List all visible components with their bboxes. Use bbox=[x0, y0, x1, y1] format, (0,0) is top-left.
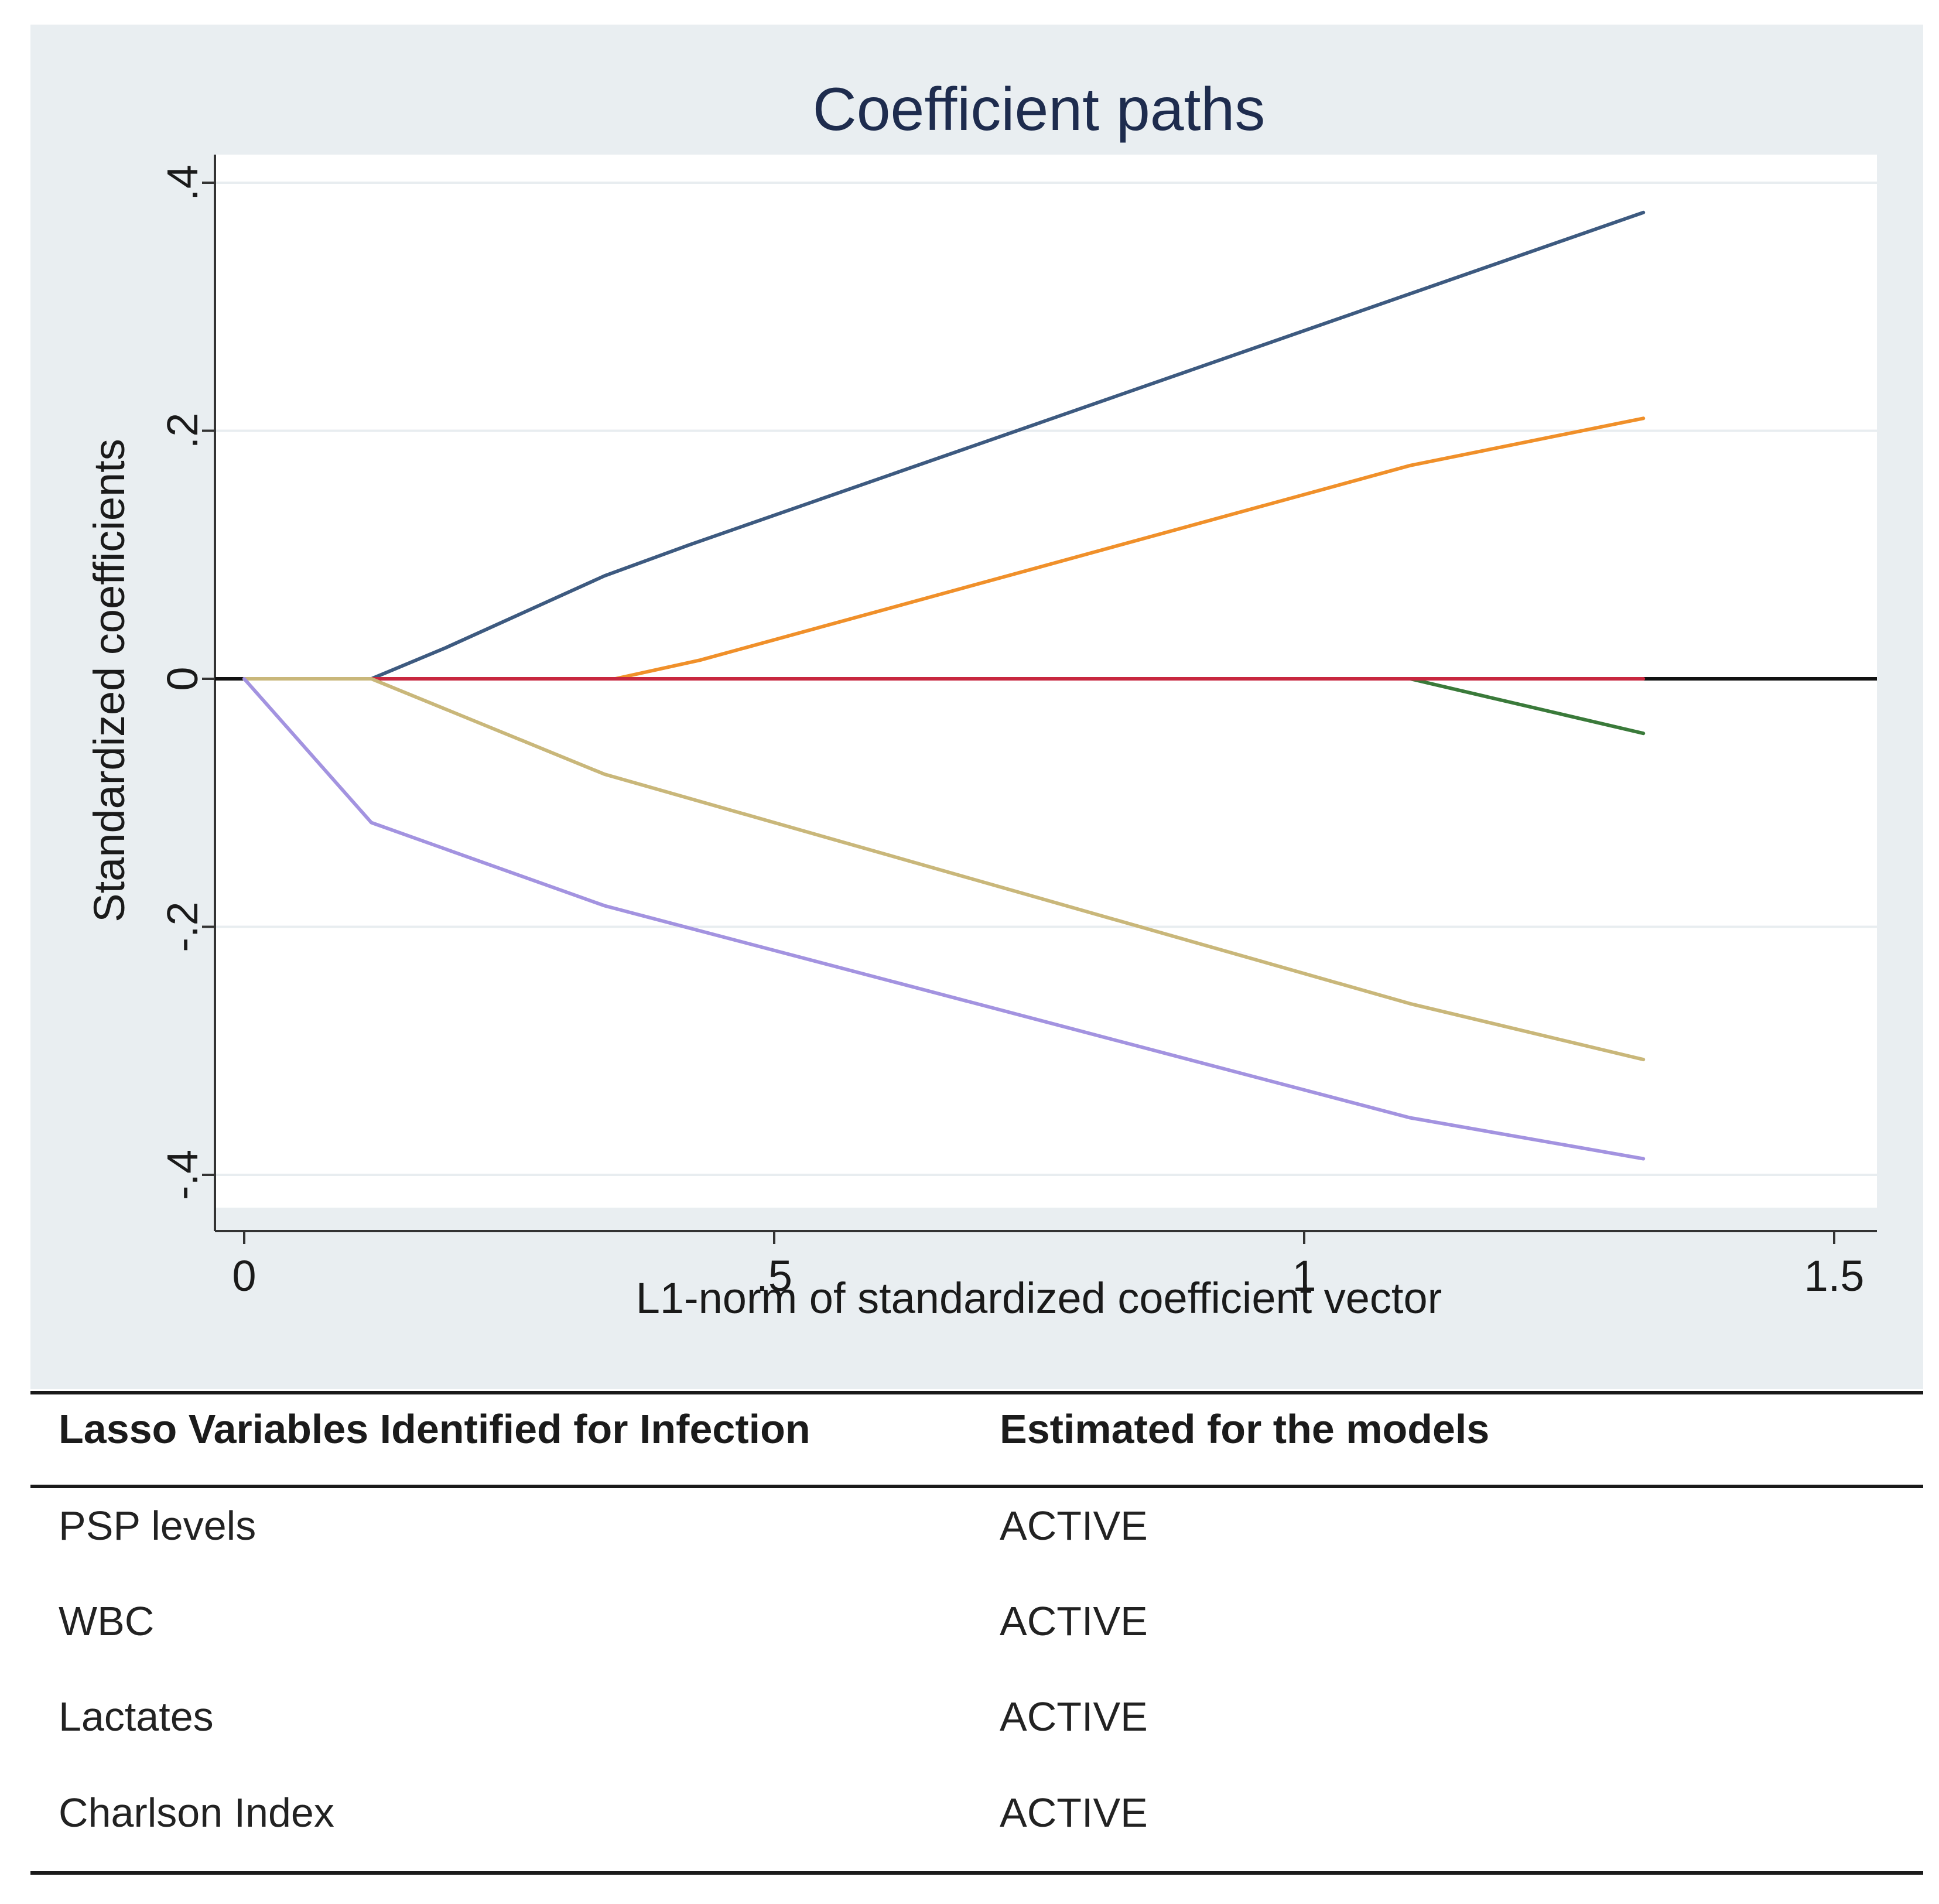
series-tan-line bbox=[242, 677, 1646, 1062]
variable-status: ACTIVE bbox=[1000, 1694, 1148, 1739]
variable-status: ACTIVE bbox=[1000, 1790, 1148, 1835]
x-axis-label: L1-norm of standardized coefficient vect… bbox=[636, 1274, 1442, 1322]
y-tick-label: .4 bbox=[158, 165, 207, 201]
y-tick-label: -.2 bbox=[158, 901, 207, 952]
header-estimated: Estimated for the models bbox=[1000, 1406, 1490, 1452]
variable-name: Lactates bbox=[59, 1694, 214, 1739]
table-bottom-rule bbox=[30, 1871, 1923, 1875]
variable-status: ACTIVE bbox=[1000, 1598, 1148, 1644]
header-variables: Lasso Variables Identified for Infection bbox=[59, 1406, 811, 1452]
chart-panel: Coefficient paths -.4 -.2 0 .2 .4 0 .5 1 1.5 L1-… bbox=[30, 25, 1923, 1389]
variable-name: PSP levels bbox=[59, 1503, 257, 1549]
x-tick-label: .5 bbox=[756, 1252, 792, 1300]
plot-area bbox=[215, 155, 1877, 1208]
y-tick-label: -.4 bbox=[158, 1150, 207, 1200]
x-tick-label: 1 bbox=[1292, 1252, 1316, 1300]
y-axis-label: Standardized coefficients bbox=[85, 439, 134, 922]
variable-name: Charlson Index bbox=[59, 1790, 334, 1835]
x-tick-label: 0 bbox=[232, 1252, 256, 1300]
y-tick-label: .2 bbox=[158, 413, 207, 449]
table-header-rule bbox=[30, 1485, 1923, 1488]
y-tick-label: 0 bbox=[158, 666, 207, 691]
x-tick-label: 1.5 bbox=[1804, 1252, 1865, 1300]
tick-labels: -.4 -.2 0 .2 .4 0 .5 1 1.5 bbox=[158, 165, 1864, 1300]
variable-name: WBC bbox=[59, 1598, 155, 1644]
coefficient-path-chart: Coefficient paths -.4 -.2 0 .2 .4 0 .5 1 1.5 L1-… bbox=[85, 76, 1877, 1322]
table-top-rule bbox=[30, 1391, 1923, 1394]
series-lavender-line bbox=[242, 677, 1646, 1161]
chart-title: Coefficient paths bbox=[813, 76, 1266, 143]
variable-status: ACTIVE bbox=[1000, 1503, 1148, 1549]
series-lines bbox=[242, 210, 1646, 1161]
